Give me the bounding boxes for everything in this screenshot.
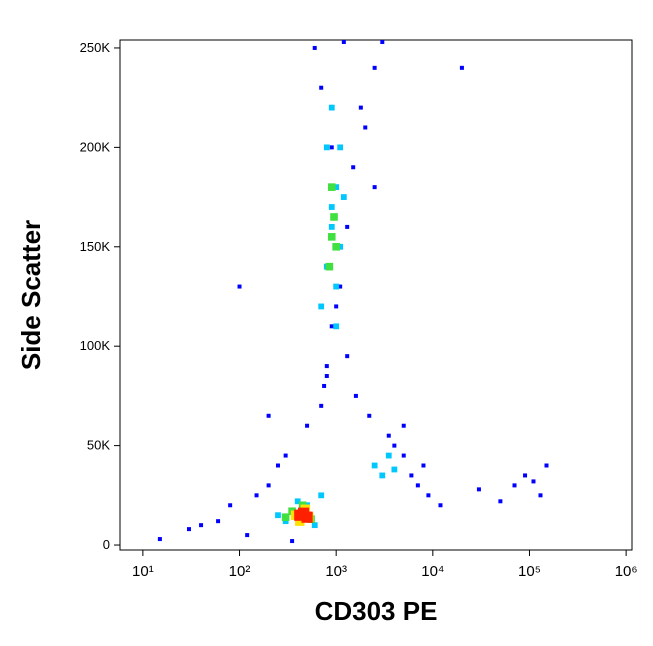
event-dot [216,519,221,524]
event-dot [305,423,310,428]
event-dot [385,452,392,459]
event-dot [409,473,414,478]
event-dot [266,483,271,488]
event-dot [498,499,503,504]
event-dot [333,184,340,191]
event-dot [325,262,334,271]
event-dot [294,498,301,505]
event-dot [401,423,406,428]
event-dot [372,65,377,70]
y-tick-label: 200K [80,139,111,154]
event-dot [345,224,350,229]
x-tick-label: 10⁵ [518,563,541,580]
x-tick-label: 10⁴ [421,563,444,580]
event-dot [245,533,250,538]
event-dot [337,243,344,250]
event-dot [363,125,368,130]
event-dot [332,242,340,251]
event-dot [328,104,335,111]
event-dot [199,523,204,528]
event-dot [275,512,281,519]
event-dot [345,354,350,359]
x-tick-label: 10³ [325,563,347,580]
event-dot [329,145,334,150]
event-dot [330,213,338,221]
x-tick-label: 10¹ [132,563,154,580]
event-dot [322,383,327,388]
event-dot [337,144,344,151]
y-tick-label: 0 [103,537,110,552]
event-dot [157,537,162,542]
event-dot [426,493,431,498]
plot-frame [119,39,633,551]
event-dot [401,453,406,458]
event-dot [512,483,517,488]
event-dot [421,463,426,468]
event-dot [324,374,329,379]
event-dot [392,443,397,448]
event-dot [334,304,339,309]
event-dot [380,39,385,44]
event-dot [290,539,295,544]
event-dot [275,463,280,468]
event-dot [295,516,305,526]
event-dot [531,479,536,484]
event-dot [312,45,317,50]
event-dot [391,466,398,473]
event-dot [311,522,318,529]
event-dot [351,165,356,170]
event-dot [319,85,324,90]
event-dot [372,185,377,190]
x-tick-label: 10⁶ [615,563,638,580]
event-dot [459,65,464,70]
event-dot [367,413,372,418]
event-dot [283,453,288,458]
event-dot [327,183,336,191]
event-dot [379,472,386,479]
event-dot [340,194,347,200]
event-dot [538,493,543,498]
event-dot [371,462,378,469]
event-dot [282,518,289,525]
event-dot [438,503,443,508]
event-dot [329,324,334,329]
event-dot [318,492,325,499]
event-dot [319,403,324,408]
event-dot [544,463,549,468]
event-dot [281,513,290,521]
event-dot [318,303,325,310]
event-dot [323,144,330,151]
event-dot [353,393,358,398]
y-tick-label: 50K [87,438,110,453]
event-dot [328,224,335,230]
event-dot [254,493,259,498]
event-dot [324,364,329,369]
x-tick-label: 10² [229,563,251,580]
event-dot [327,233,336,241]
event-dot [228,503,233,508]
event-dot [301,511,313,523]
event-dot [386,433,391,438]
event-dot [338,284,343,289]
event-dot [237,284,242,289]
event-dot [186,527,191,532]
event-dot [341,39,346,44]
y-tick-label: 250K [80,40,111,55]
event-dot [476,487,481,492]
y-axis-title: Side Scatter [16,220,46,370]
event-dot [358,105,363,110]
event-dot [523,473,528,478]
event-dot [333,323,340,330]
x-axis-title: CD303 PE [315,596,438,626]
y-tick-label: 150K [80,239,111,254]
y-tick-label: 100K [80,338,111,353]
event-dot [415,483,420,488]
event-dot [328,204,335,210]
event-dot [266,413,271,418]
event-dot [333,283,340,290]
